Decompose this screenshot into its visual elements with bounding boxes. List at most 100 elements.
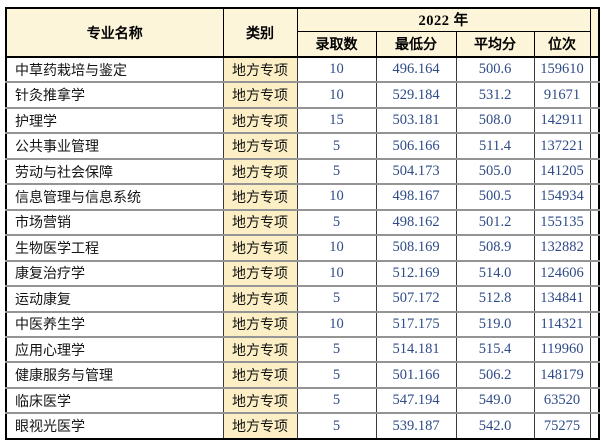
major-cell: 临床医学: [5, 386, 224, 415]
category-cell: 地方专项: [222, 361, 298, 389]
admit-count-cell: 10: [296, 259, 377, 288]
column-header-min-score: 最低分: [375, 30, 457, 58]
spacer-column-header: [589, 7, 600, 58]
table-row: 针灸推拿学 地方专项 10 529.184 531.2 91671: [5, 81, 600, 109]
rank-cell: 141205: [533, 157, 591, 186]
column-header-major: 专业名称: [5, 7, 224, 58]
table-body: 中草药栽培与鉴定 地方专项 10 496.164 500.6 159610 针灸推拿学 地方专…: [5, 55, 600, 440]
avg-score-cell: 519.0: [455, 310, 535, 339]
category-cell: 地方专项: [222, 310, 298, 339]
category-cell: 地方专项: [222, 132, 298, 160]
table-row: 信息管理与信息系统 地方专项 10 498.167 500.5 154934: [5, 183, 600, 211]
rank-cell: 91671: [533, 81, 591, 109]
rank-cell: 114321: [533, 310, 591, 339]
avg-score-cell: 515.4: [455, 335, 535, 364]
category-cell: 地方专项: [222, 234, 298, 262]
spacer-cell: [589, 81, 600, 109]
rank-cell: 137221: [533, 132, 591, 160]
table-row: 眼视光医学 地方专项 5 539.187 542.0 75275: [5, 412, 600, 440]
column-header-admit-count: 录取数: [296, 30, 377, 58]
table-row: 生物医学工程 地方专项 10 508.169 508.9 132882: [5, 234, 600, 262]
major-cell: 公共事业管理: [5, 132, 224, 160]
min-score-cell: 539.187: [375, 412, 457, 440]
spacer-cell: [589, 259, 600, 288]
category-cell: 地方专项: [222, 157, 298, 186]
min-score-cell: 498.162: [375, 208, 457, 237]
major-cell: 眼视光医学: [5, 412, 224, 440]
admit-count-cell: 5: [296, 208, 377, 237]
table-row: 应用心理学 地方专项 5 514.181 515.4 119960: [5, 335, 600, 364]
major-cell: 健康服务与管理: [5, 361, 224, 389]
admit-count-cell: 10: [296, 81, 377, 109]
admissions-table: 专业名称 类别 2022 年 录取数 最低分 平均分 位次 中草药栽培与鉴定 地方…: [5, 7, 600, 440]
rank-cell: 134841: [533, 285, 591, 313]
avg-score-cell: 511.4: [455, 132, 535, 160]
min-score-cell: 506.166: [375, 132, 457, 160]
min-score-cell: 503.181: [375, 106, 457, 135]
min-score-cell: 517.175: [375, 310, 457, 339]
rank-cell: 142911: [533, 106, 591, 135]
category-cell: 地方专项: [222, 55, 298, 84]
admit-count-cell: 5: [296, 132, 377, 160]
rank-cell: 154934: [533, 183, 591, 211]
category-cell: 地方专项: [222, 81, 298, 109]
major-cell: 针灸推拿学: [5, 81, 224, 109]
column-header-rank: 位次: [533, 30, 591, 58]
category-cell: 地方专项: [222, 386, 298, 415]
min-score-cell: 514.181: [375, 335, 457, 364]
table-row: 健康服务与管理 地方专项 5 501.166 506.2 148179: [5, 361, 600, 389]
min-score-cell: 529.184: [375, 81, 457, 109]
admit-count-cell: 5: [296, 412, 377, 440]
min-score-cell: 512.169: [375, 259, 457, 288]
column-header-avg-score: 平均分: [455, 30, 535, 58]
table-row: 运动康复 地方专项 5 507.172 512.8 134841: [5, 285, 600, 313]
header-row-metrics: 录取数 最低分 平均分 位次: [6, 30, 599, 58]
spacer-cell: [589, 234, 600, 262]
admit-count-cell: 10: [296, 183, 377, 211]
category-cell: 地方专项: [222, 285, 298, 313]
rank-cell: 124606: [533, 259, 591, 288]
admit-count-cell: 10: [296, 55, 377, 84]
avg-score-cell: 500.6: [455, 55, 535, 84]
admit-count-cell: 5: [296, 285, 377, 313]
avg-score-cell: 500.5: [455, 183, 535, 211]
major-cell: 中草药栽培与鉴定: [5, 55, 224, 84]
spacer-cell: [589, 157, 600, 186]
min-score-cell: 507.172: [375, 285, 457, 313]
column-header-year-2022: 2022 年: [296, 7, 591, 32]
admit-count-cell: 5: [296, 361, 377, 389]
table-row: 护理学 地方专项 15 503.181 508.0 142911: [5, 106, 600, 135]
category-cell: 地方专项: [222, 183, 298, 211]
major-cell: 中医养生学: [5, 310, 224, 339]
min-score-cell: 501.166: [375, 361, 457, 389]
admit-count-cell: 10: [296, 310, 377, 339]
avg-score-cell: 508.0: [455, 106, 535, 135]
table-row: 市场营销 地方专项 5 498.162 501.2 155135: [5, 208, 600, 237]
avg-score-cell: 501.2: [455, 208, 535, 237]
category-cell: 地方专项: [222, 208, 298, 237]
rank-cell: 155135: [533, 208, 591, 237]
major-cell: 运动康复: [5, 285, 224, 313]
major-cell: 生物医学工程: [5, 234, 224, 262]
category-cell: 地方专项: [222, 335, 298, 364]
rank-cell: 63520: [533, 386, 591, 415]
avg-score-cell: 514.0: [455, 259, 535, 288]
header-row-year: 专业名称 类别 2022 年: [5, 7, 600, 58]
rank-cell: 159610: [533, 55, 591, 84]
admit-count-cell: 5: [296, 335, 377, 364]
spacer-cell: [589, 285, 600, 313]
major-cell: 市场营销: [5, 208, 224, 237]
min-score-cell: 498.167: [375, 183, 457, 211]
spacer-cell: [589, 335, 600, 364]
major-cell: 劳动与社会保障: [5, 157, 224, 186]
rank-cell: 148179: [533, 361, 591, 389]
table-row: 临床医学 地方专项 5 547.194 549.0 63520: [5, 386, 600, 415]
rank-cell: 132882: [533, 234, 591, 262]
column-header-category: 类别: [222, 7, 298, 58]
min-score-cell: 504.173: [375, 157, 457, 186]
avg-score-cell: 505.0: [455, 157, 535, 186]
spacer-cell: [589, 310, 600, 339]
major-cell: 康复治疗学: [5, 259, 224, 288]
admit-count-cell: 5: [296, 157, 377, 186]
admit-count-cell: 10: [296, 234, 377, 262]
